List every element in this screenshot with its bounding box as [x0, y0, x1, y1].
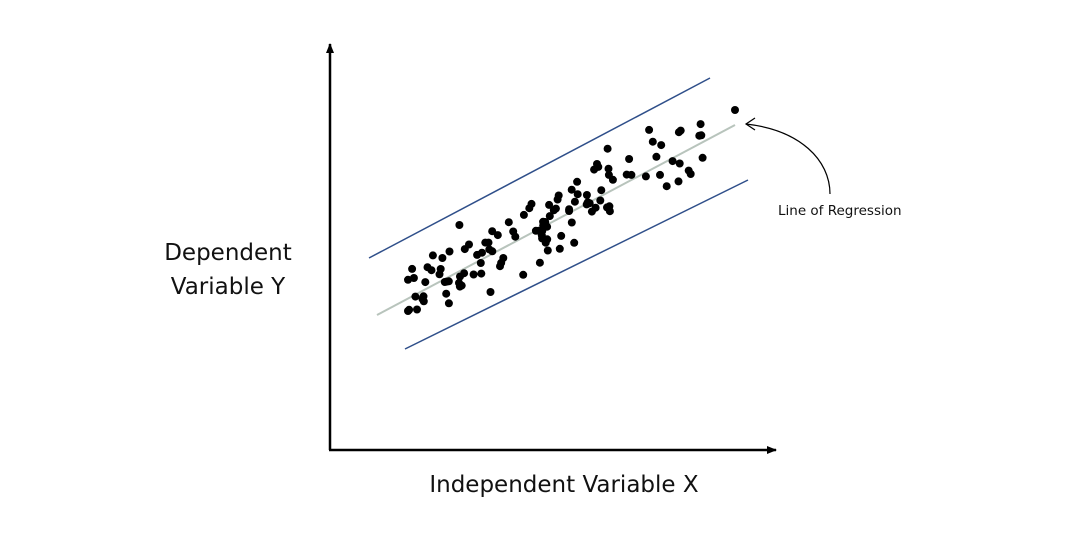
data-point [603, 144, 612, 153]
data-point [535, 258, 544, 267]
upper-band-line [368, 77, 711, 259]
data-point [648, 137, 657, 146]
data-point [509, 227, 518, 236]
data-point [697, 131, 706, 140]
data-point [668, 157, 677, 166]
data-point [573, 190, 582, 199]
data-point [534, 226, 543, 235]
data-point [435, 270, 444, 279]
data-point [731, 106, 739, 114]
data-point [455, 282, 464, 291]
data-point [421, 278, 430, 287]
data-point [555, 244, 564, 253]
data-point [504, 218, 513, 227]
data-point [486, 288, 495, 296]
data-point [593, 160, 601, 168]
data-point [477, 269, 486, 278]
y-axis-label-line2: Variable Y [170, 274, 286, 300]
data-point [493, 231, 502, 240]
data-point [519, 210, 528, 219]
regression-line [376, 124, 736, 316]
data-point [499, 254, 508, 262]
data-point [473, 250, 482, 259]
data-point [675, 159, 684, 168]
data-point [684, 166, 693, 175]
data-point [554, 191, 563, 200]
data-point [557, 231, 566, 240]
data-point [625, 155, 634, 163]
data-point [539, 217, 548, 226]
data-point [591, 203, 600, 212]
data-point [582, 191, 591, 199]
data-point [428, 251, 437, 260]
data-point [573, 177, 582, 186]
data-point [674, 177, 683, 186]
data-point [696, 120, 705, 129]
data-point [604, 164, 613, 173]
data-point [652, 152, 661, 161]
y-axis-label: Dependent Variable Y [118, 236, 338, 304]
data-point [427, 266, 436, 275]
data-point [567, 218, 576, 227]
data-point [408, 264, 417, 273]
callout-arrow [745, 123, 831, 195]
data-point [476, 259, 485, 267]
data-point [570, 238, 579, 247]
data-point [674, 128, 683, 137]
regression-line-label: Line of Regression [778, 203, 902, 219]
data-point [455, 221, 464, 229]
data-point [645, 125, 654, 134]
data-point [567, 185, 576, 194]
data-point [538, 234, 547, 243]
data-point [525, 204, 534, 213]
data-point [596, 196, 605, 205]
data-point [411, 292, 420, 301]
data-point [551, 204, 560, 213]
data-points [404, 106, 739, 315]
data-point [469, 270, 478, 279]
lower-band-line [404, 179, 749, 350]
data-point [465, 240, 473, 249]
data-point [543, 246, 552, 255]
data-point [662, 182, 671, 191]
data-point [488, 247, 497, 256]
data-point [570, 197, 579, 206]
data-point [481, 238, 490, 247]
data-point [603, 203, 611, 212]
data-point [438, 254, 447, 262]
data-point [698, 153, 707, 162]
data-point [641, 172, 650, 181]
callout-arrowhead [744, 117, 756, 131]
x-axis-label: Independent Variable X [429, 472, 699, 498]
data-point [413, 305, 421, 314]
data-point [409, 274, 418, 282]
data-point [597, 186, 606, 195]
data-point [496, 262, 504, 271]
data-point [604, 170, 613, 179]
data-point [519, 270, 528, 279]
data-point [627, 170, 636, 179]
data-point [545, 200, 554, 209]
data-point [460, 269, 469, 278]
data-point [404, 307, 412, 315]
y-axis-label-line1: Dependent [164, 240, 292, 266]
data-point [444, 299, 453, 308]
data-point [419, 292, 428, 301]
data-point [545, 212, 554, 221]
data-point [488, 227, 497, 236]
data-point [442, 289, 451, 298]
data-point [444, 277, 453, 286]
data-point [445, 247, 454, 256]
data-point [656, 170, 664, 179]
data-point [585, 199, 594, 208]
data-point [657, 141, 666, 150]
data-point [565, 205, 574, 214]
